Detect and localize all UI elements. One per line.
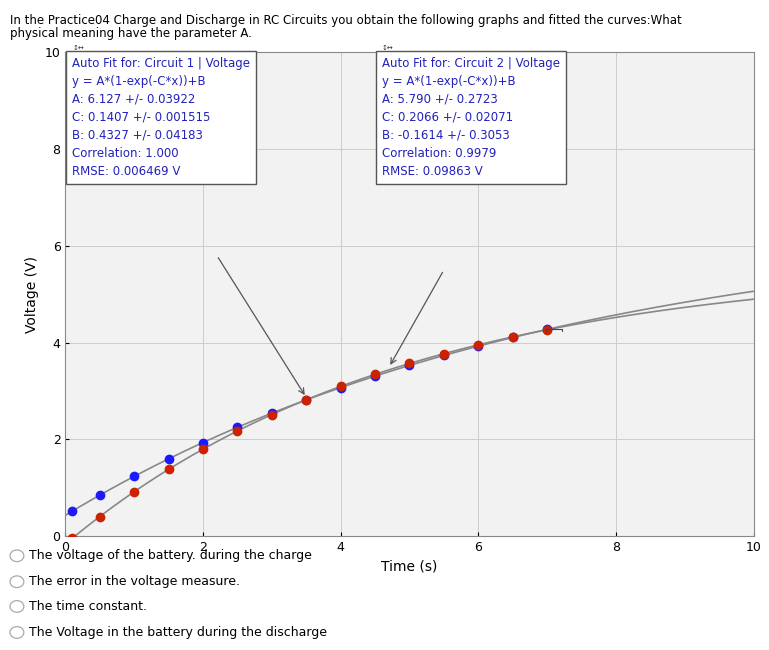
Text: In the Practice04 Charge and Discharge in RC Circuits you obtain the following g: In the Practice04 Charge and Discharge i… xyxy=(10,14,682,27)
Text: Auto Fit for: Circuit 1 | Voltage
y = A*(1-exp(-C*x))+B
A: 6.127 +/- 0.03922
C: : Auto Fit for: Circuit 1 | Voltage y = A*… xyxy=(72,57,250,178)
Text: ↕↔: ↕↔ xyxy=(72,45,84,51)
X-axis label: Time (s): Time (s) xyxy=(381,560,438,574)
Text: The voltage of the battery. during the charge: The voltage of the battery. during the c… xyxy=(29,549,312,562)
Text: The time constant.: The time constant. xyxy=(29,600,147,613)
Text: Auto Fit for: Circuit 2 | Voltage
y = A*(1-exp(-C*x))+B
A: 5.790 +/- 0.2723
C: 0: Auto Fit for: Circuit 2 | Voltage y = A*… xyxy=(382,57,560,178)
Text: ↕↔: ↕↔ xyxy=(382,45,394,51)
Y-axis label: Voltage (V): Voltage (V) xyxy=(25,255,39,333)
Text: physical meaning have the parameter A.: physical meaning have the parameter A. xyxy=(10,27,252,40)
Text: The Voltage in the battery during the discharge: The Voltage in the battery during the di… xyxy=(29,626,328,639)
Text: The error in the voltage measure.: The error in the voltage measure. xyxy=(29,575,240,588)
